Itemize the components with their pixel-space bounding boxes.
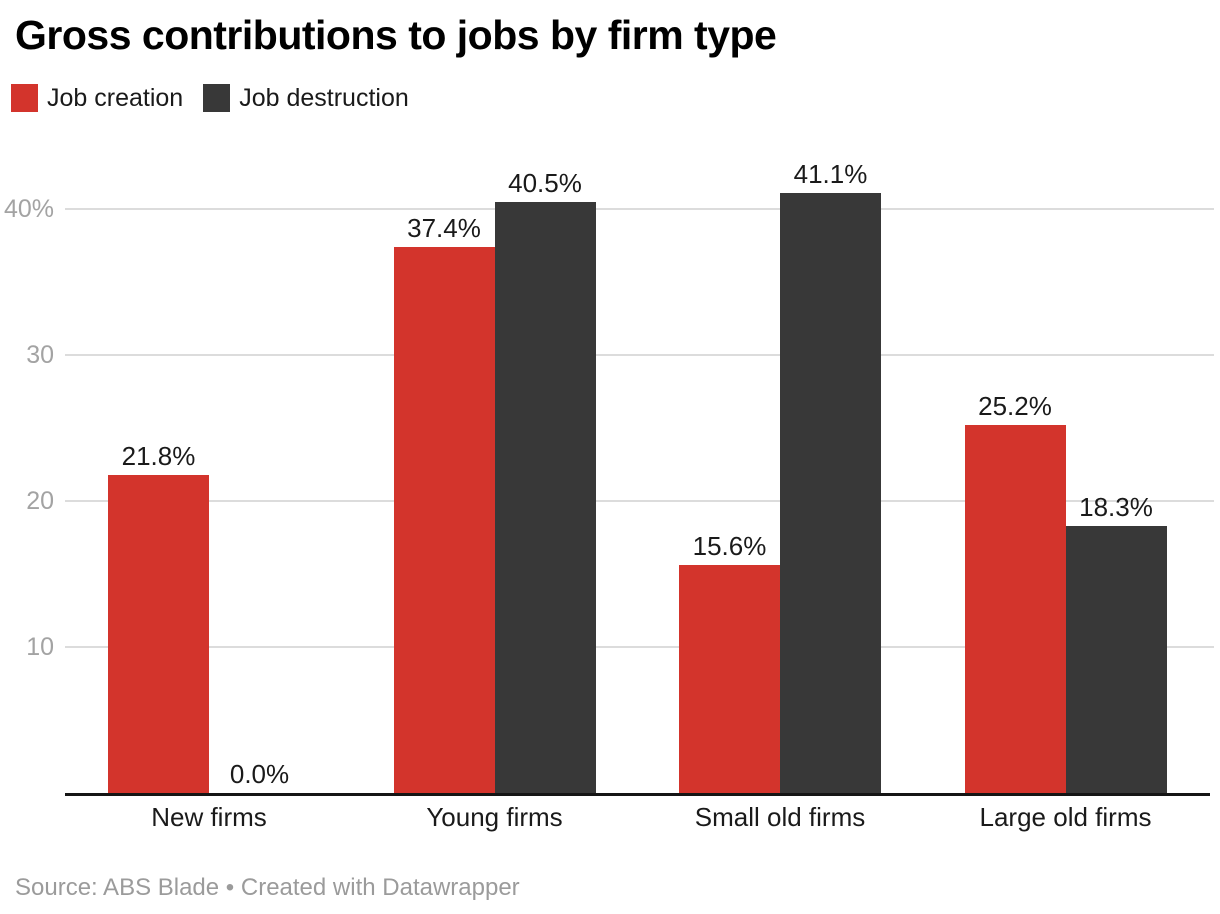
value-label-job-destruction-new-firms: 0.0% [229, 759, 290, 789]
y-axis-tick-label-10: 10 [26, 633, 54, 661]
value-label-job-destruction-small-old-firms: 41.1% [793, 158, 868, 189]
legend-swatch-job-destruction [203, 84, 231, 112]
chart-legend: Job creation Job destruction [11, 83, 409, 113]
gridline-10 [65, 646, 1214, 648]
bar-job-destruction-small-old-firms [780, 192, 881, 793]
x-axis-line [65, 793, 1210, 796]
x-axis-category-label-small-old-firms: Small old firms [694, 802, 866, 832]
legend-item-job-destruction: Job destruction [203, 84, 409, 112]
gridline-40 [65, 208, 1214, 210]
value-label-job-creation-small-old-firms: 15.6% [692, 531, 767, 562]
x-axis-category-label-large-old-firms: Large old firms [979, 802, 1152, 832]
y-axis-tick-label-20: 20 [26, 487, 54, 515]
bar-job-destruction-large-old-firms [1065, 525, 1167, 793]
y-axis-tick-label-30: 30 [26, 341, 54, 369]
legend-item-job-creation: Job creation [11, 84, 183, 112]
bar-job-creation-new-firms [108, 474, 209, 793]
value-label-job-destruction-young-firms: 40.5% [508, 167, 582, 198]
bar-job-destruction-young-firms [494, 201, 596, 793]
y-axis-tick-label-40: 40% [3, 195, 54, 223]
x-axis-category-label-new-firms: New firms [151, 802, 267, 832]
bar-job-creation-small-old-firms [679, 565, 780, 793]
value-label-job-creation-young-firms: 37.4% [407, 212, 481, 243]
bar-job-creation-large-old-firms [964, 425, 1066, 793]
value-label-job-destruction-large-old-firms: 18.3% [1079, 491, 1153, 522]
legend-swatch-job-creation [11, 84, 38, 112]
x-axis-category-label-young-firms: Young firms [426, 802, 563, 832]
gridline-30 [65, 354, 1214, 356]
value-label-job-creation-new-firms: 21.8% [121, 440, 196, 471]
legend-label-job-destruction: Job destruction [239, 84, 409, 112]
source-attribution: Source: ABS Blade • Created with Datawra… [15, 874, 520, 901]
value-label-job-creation-large-old-firms: 25.2% [978, 391, 1052, 422]
gridline-20 [65, 500, 1214, 502]
chart-title: Gross contributions to jobs by firm type [15, 12, 777, 58]
legend-label-job-creation: Job creation [47, 84, 184, 112]
bar-job-creation-young-firms [393, 246, 495, 793]
